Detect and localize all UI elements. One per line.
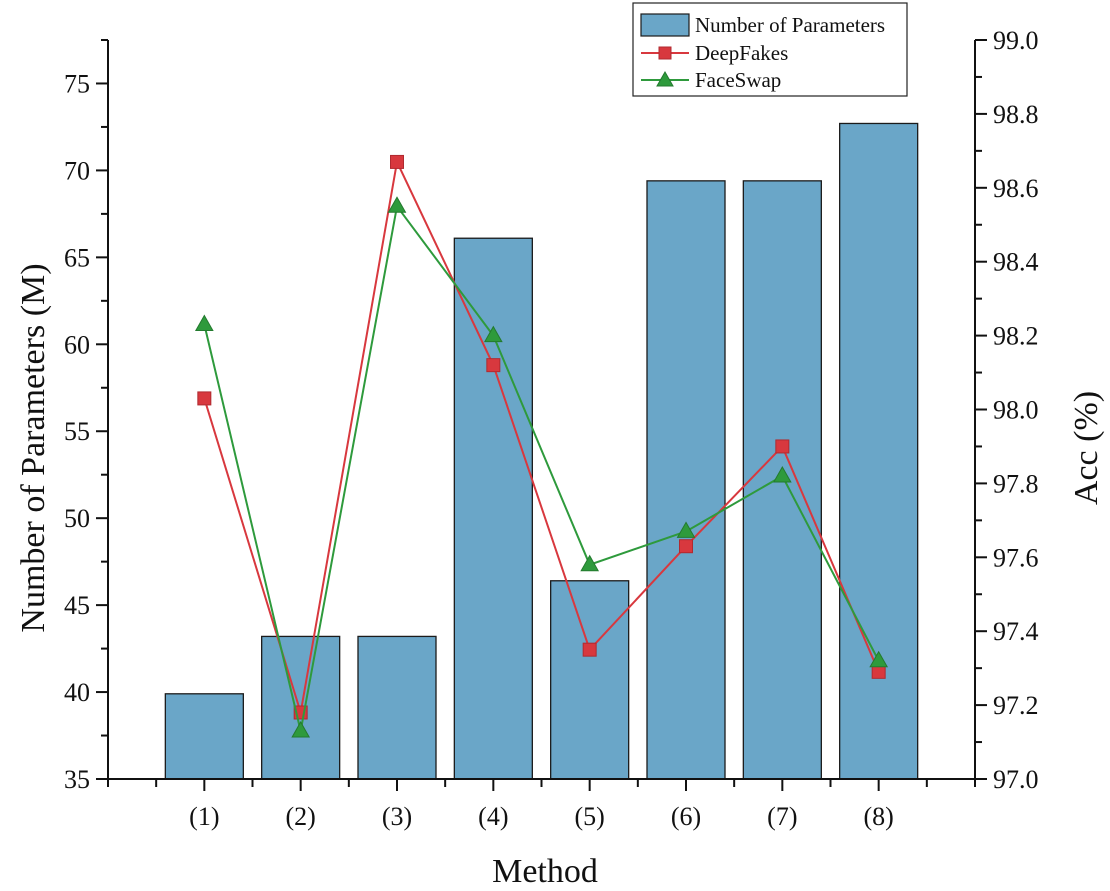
bar-8 <box>839 122 919 780</box>
deepfakes-point-3 <box>390 154 404 169</box>
x-tick-label-4: (4) <box>478 802 508 831</box>
faceswap-point-6 <box>676 521 696 538</box>
deepfakes-point-1 <box>197 391 212 406</box>
legend-label-number-of-parameters: Number of Parameters <box>695 13 885 37</box>
bar-6 <box>646 180 726 780</box>
x-tick-label-5: (5) <box>575 802 605 831</box>
right-tick-label-5: 98.0 <box>993 396 1039 425</box>
left-tick-label-5: 60 <box>64 330 90 359</box>
right-tick-label-4: 97.8 <box>993 469 1039 498</box>
bar-3 <box>357 635 437 780</box>
left-tick-label-2: 45 <box>64 591 90 620</box>
right-tick-label-0: 97.0 <box>993 765 1039 794</box>
left-tick-label-3: 50 <box>64 504 90 533</box>
bar-series <box>164 122 919 780</box>
deepfakes-point-6 <box>679 539 693 554</box>
left-tick-label-0: 35 <box>64 765 90 794</box>
faceswap-point-1 <box>194 314 214 332</box>
faceswap-point-4 <box>483 325 503 343</box>
legend-swatch-number-of-parameters <box>640 13 690 37</box>
deepfakes-line <box>203 158 880 713</box>
right-tick-label-7: 98.4 <box>993 248 1039 277</box>
x-tick-label-1: (1) <box>189 802 219 831</box>
x-axis-ticks: (1) (2) (3) (4) (5) (6) (7) (8) <box>107 779 976 831</box>
faceswap-point-8 <box>869 650 889 668</box>
faceswap-point-7 <box>772 465 792 483</box>
faceswap-point-3 <box>387 196 407 213</box>
left-tick-label-6: 65 <box>64 243 90 272</box>
faceswap-point-2 <box>291 720 311 738</box>
deepfakes-point-5 <box>582 642 597 657</box>
left-axis-title: Number of Parameters (M) <box>15 263 52 632</box>
right-tick-label-3: 97.6 <box>993 543 1039 572</box>
x-tick-label-7: (7) <box>767 802 797 831</box>
deepfakes-point-4 <box>486 358 501 373</box>
legend: Number of Parameters DeepFakes FaceSwap <box>632 2 908 97</box>
bar-4 <box>453 237 533 780</box>
faceswap-point-5 <box>580 554 600 572</box>
right-tick-label-10: 99.0 <box>993 26 1039 55</box>
legend-label-faceswap: FaceSwap <box>695 68 781 92</box>
left-tick-label-7: 70 <box>64 156 90 185</box>
left-tick-label-4: 55 <box>64 417 90 446</box>
legend-label-deepfakes: DeepFakes <box>695 41 788 65</box>
right-tick-label-8: 98.6 <box>993 174 1039 203</box>
legend-marker-deepfakes <box>658 46 672 60</box>
right-tick-label-1: 97.2 <box>993 691 1039 720</box>
faceswap-line <box>203 203 880 732</box>
left-axis-ticks: 35 40 45 50 55 60 65 70 75 <box>64 39 108 794</box>
deepfakes-point-8 <box>871 664 886 679</box>
line-series <box>194 154 889 738</box>
right-tick-label-2: 97.4 <box>993 617 1039 646</box>
legend-marker-faceswap <box>656 70 674 87</box>
x-tick-label-8: (8) <box>864 802 894 831</box>
left-tick-label-1: 40 <box>64 678 90 707</box>
bar-5 <box>550 580 630 780</box>
right-tick-label-6: 98.2 <box>993 322 1039 351</box>
right-axis-ticks: 97.0 97.2 97.4 97.6 97.8 98.0 98.2 98.4 98.6 98.8… <box>975 26 1039 794</box>
deepfakes-point-7 <box>775 439 790 454</box>
x-tick-label-2: (2) <box>286 802 316 831</box>
x-tick-label-6: (6) <box>671 802 701 831</box>
right-axis-title: Acc (%) <box>1068 391 1105 505</box>
x-axis-title: Method <box>492 853 598 890</box>
left-tick-label-8: 75 <box>64 69 90 98</box>
bar-1 <box>164 693 244 780</box>
right-tick-label-9: 98.8 <box>993 100 1039 129</box>
x-tick-label-3: (3) <box>382 802 412 831</box>
